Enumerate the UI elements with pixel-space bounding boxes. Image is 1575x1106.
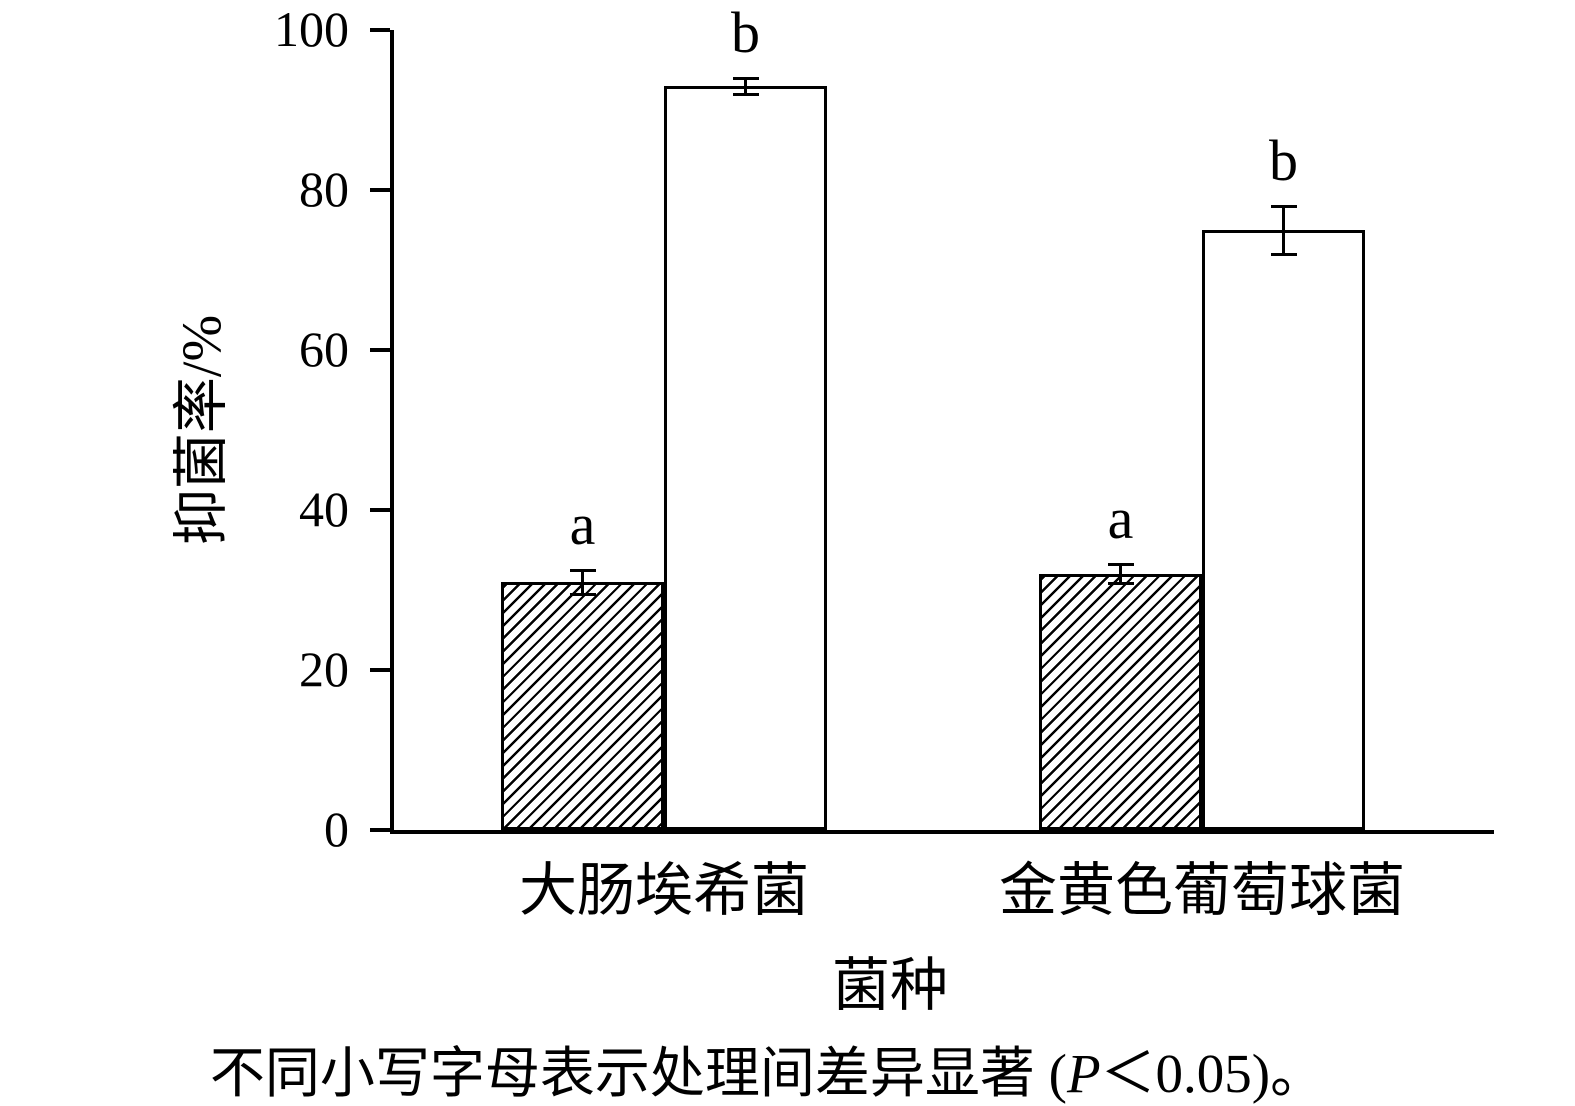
error-bar-cap-bottom	[1270, 252, 1297, 256]
y-axis-tick	[370, 828, 390, 832]
bar-hatched-bars-1	[501, 582, 664, 830]
error-bar-line	[581, 570, 584, 594]
significance-letter: b	[731, 0, 760, 65]
x-axis-category-label: 大肠埃希菌	[518, 858, 809, 923]
error-bar-cap-bottom	[569, 592, 596, 596]
x-axis-category-label: 金黄色葡萄球菌	[998, 858, 1405, 923]
y-axis-tick	[370, 348, 390, 352]
bar-hatched-bars-2	[1039, 574, 1202, 830]
error-bar	[1107, 562, 1134, 586]
error-bar-cap-bottom	[732, 92, 759, 96]
error-bar-cap-top	[732, 76, 759, 80]
y-axis-tick	[370, 668, 390, 672]
error-bar-line	[744, 78, 747, 94]
y-axis-title: 抑菌率/%	[171, 314, 234, 546]
y-axis-tick-label: 0	[324, 801, 349, 857]
error-bar-cap-top	[569, 568, 596, 572]
y-axis-tick-label: 20	[299, 641, 349, 697]
y-axis-tick	[370, 28, 390, 32]
y-axis-tick-label: 80	[299, 161, 349, 217]
y-axis-tick	[370, 508, 390, 512]
error-bar-line	[1282, 206, 1285, 254]
error-bar	[1270, 204, 1297, 256]
error-bar-cap-bottom	[1107, 582, 1134, 586]
error-bar	[732, 76, 759, 96]
figure-caption: 不同小写字母表示处理间差异显著 (P＜0.05)。	[0, 1028, 1535, 1106]
bar-open-bars-1	[664, 86, 827, 830]
y-axis-tick-label: 60	[299, 321, 349, 377]
caption-p-symbol: P	[1066, 1043, 1101, 1104]
y-axis-tick-label: 40	[299, 481, 349, 537]
bar-open-bars-2	[1202, 230, 1365, 830]
error-bar-cap-top	[1107, 562, 1134, 566]
plot-area: 0 20 40 60 80 100 大肠埃希菌 金黄色葡萄球菌 a a b b	[274, 1, 1494, 923]
x-axis-title: 菌种	[831, 953, 948, 1018]
caption-text-suffix: ＜0.05)。	[1100, 1043, 1326, 1104]
y-axis-tick-label: 100	[274, 1, 349, 57]
significance-letter: a	[569, 492, 596, 557]
caption-text-prefix: 不同小写字母表示处理间差异显著 (	[209, 1043, 1067, 1104]
error-bar-line	[1119, 564, 1122, 584]
significance-letter: b	[1269, 128, 1298, 193]
significance-letter: a	[1107, 486, 1134, 552]
error-bar-cap-top	[1270, 204, 1297, 208]
error-bar	[569, 568, 596, 596]
y-axis-tick	[370, 188, 390, 192]
